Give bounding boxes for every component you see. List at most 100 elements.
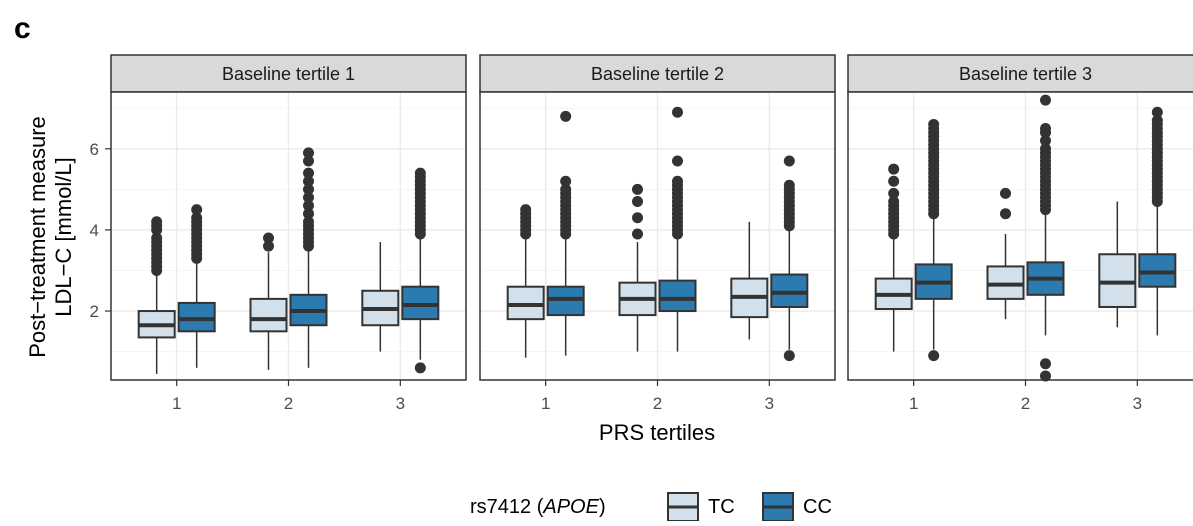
box-tc-prs-2	[249, 232, 288, 370]
box-tc-prs-1	[137, 216, 176, 374]
box-tc-prs-1	[506, 204, 545, 358]
outlier-point	[1000, 208, 1011, 220]
outlier-point	[414, 362, 426, 374]
legend-title: rs7412 (APOE)	[470, 496, 606, 518]
legend-entry-cc: CC	[762, 492, 832, 522]
y-tick-label: 6	[90, 140, 99, 159]
box-iqr	[249, 297, 288, 333]
outlier-point	[303, 167, 314, 179]
outlier-point	[783, 350, 795, 362]
outlier-point	[1040, 135, 1051, 147]
box-cc-prs-2	[289, 147, 328, 368]
box-cc-prs-1	[914, 118, 953, 362]
facet-panels: Baseline tertile 1 1 2 3 Baseline tertile 2 1…	[90, 54, 1193, 413]
outlier-point	[1151, 106, 1163, 118]
outlier-point	[560, 175, 572, 187]
outlier-point	[191, 204, 203, 216]
x-tick-label: 2	[653, 394, 662, 413]
outlier-point	[928, 350, 940, 362]
facet-strip-label: Baseline tertile 3	[959, 64, 1092, 84]
legend: rs7412 (APOE) TC CC	[470, 492, 832, 522]
facet-panel-2: Baseline tertile 2 1 2 3	[479, 54, 836, 413]
outlier-point	[191, 212, 203, 224]
outlier-point	[303, 175, 314, 187]
outlier-point	[1040, 123, 1051, 135]
x-tick-label: 3	[396, 394, 405, 413]
facet-panel-3: Baseline tertile 3 1 2 3	[847, 54, 1193, 413]
outlier-point	[303, 155, 314, 167]
panel-background	[848, 92, 1193, 380]
outlier-point	[888, 163, 900, 175]
outlier-point	[888, 196, 900, 208]
outlier-point	[632, 212, 643, 224]
outlier-point	[1040, 94, 1051, 106]
facet-panel-1: Baseline tertile 1 1 2 3	[110, 54, 467, 413]
outlier-point	[560, 183, 572, 195]
outlier-point	[1040, 358, 1051, 370]
x-tick-label: 2	[1021, 394, 1030, 413]
outlier-point	[303, 216, 314, 228]
outlier-point	[928, 118, 940, 130]
box-tc-prs-2	[618, 183, 657, 352]
x-axis-title: PRS tertiles	[599, 420, 715, 445]
outlier-point	[303, 191, 314, 203]
y-axis-title-line1: Post−treatment measure	[25, 116, 50, 358]
outlier-point	[888, 175, 900, 187]
outlier-point	[263, 240, 274, 252]
x-tick-label: 1	[541, 394, 550, 413]
box-iqr	[546, 285, 585, 317]
facet-strip	[479, 54, 836, 93]
legend-label: TC	[708, 496, 735, 518]
box-iqr	[770, 273, 809, 308]
legend-title-suffix: )	[599, 496, 606, 518]
outlier-point	[303, 147, 314, 159]
x-tick-label: 1	[909, 394, 918, 413]
box-cc-prs-2	[658, 106, 697, 352]
outlier-point	[888, 187, 900, 199]
outlier-point	[151, 216, 163, 228]
outlier-point	[783, 179, 795, 191]
box-tc-prs-3	[361, 242, 400, 352]
box-iqr	[658, 279, 697, 313]
outlier-point	[1040, 143, 1051, 155]
box-cc-prs-1	[546, 110, 585, 356]
box-cc-prs-2	[1026, 94, 1065, 382]
outlier-point	[1040, 370, 1051, 382]
box-cc-prs-3	[1138, 106, 1177, 336]
outlier-point	[520, 204, 532, 216]
x-tick-label: 1	[172, 394, 181, 413]
box-iqr	[1138, 253, 1177, 288]
box-tc-prs-1	[874, 163, 913, 352]
outlier-point	[632, 196, 643, 208]
outlier-point	[414, 167, 426, 179]
facet-strip-label: Baseline tertile 2	[591, 64, 724, 84]
legend-label: CC	[803, 496, 832, 518]
outlier-point	[151, 232, 163, 244]
box-cc-prs-3	[401, 167, 440, 374]
outlier-point	[632, 183, 643, 195]
outlier-point	[263, 232, 274, 244]
facet-strip-label: Baseline tertile 1	[222, 64, 355, 84]
outlier-point	[1000, 187, 1011, 199]
panel-tag: c	[14, 12, 31, 45]
outlier-point	[632, 228, 643, 240]
outlier-point	[303, 208, 314, 220]
outlier-point	[783, 155, 795, 167]
outlier-point	[303, 183, 314, 195]
outlier-point	[672, 175, 683, 187]
legend-title-prefix: rs7412 (	[470, 496, 544, 518]
y-axis-title-line2: LDL−C [mmol/L]	[51, 157, 76, 317]
box-iqr	[1098, 253, 1137, 308]
outlier-point	[560, 110, 572, 122]
facet-strip	[110, 54, 467, 93]
outlier-point	[303, 200, 314, 212]
box-iqr	[986, 265, 1025, 300]
box-iqr	[401, 285, 440, 321]
box-cc-prs-1	[177, 204, 216, 368]
outlier-point	[672, 106, 683, 118]
box-tc-prs-3	[1098, 201, 1137, 328]
box-tc-prs-2	[986, 187, 1025, 320]
legend-entries: TC CC	[667, 492, 832, 522]
